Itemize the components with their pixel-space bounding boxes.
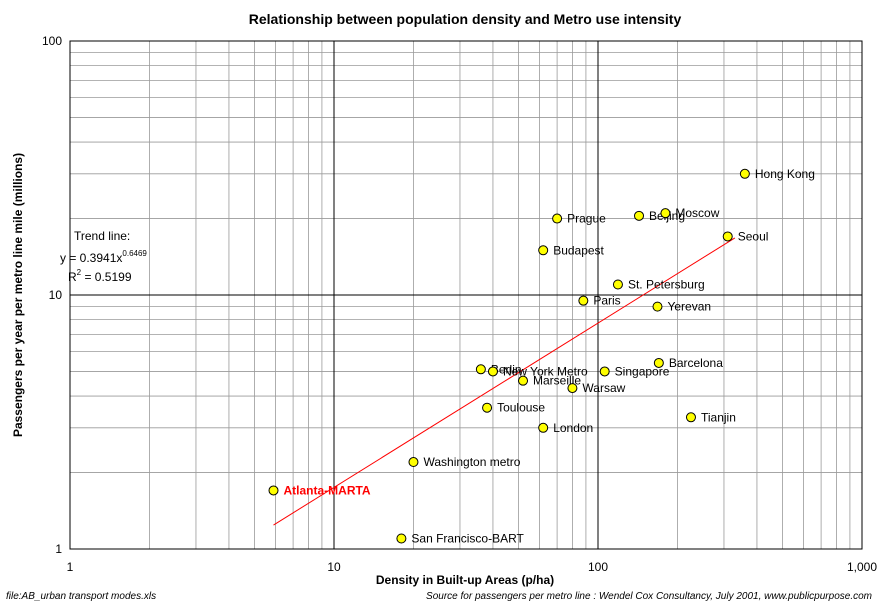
data-point [599, 366, 610, 377]
y-axis-label: Passengers per year per metro line mile … [11, 153, 25, 437]
data-point [722, 231, 733, 242]
data-point [612, 279, 623, 290]
y-tick-label: 10 [49, 288, 63, 302]
trendline-equation-exponent: 0.6469 [122, 249, 147, 258]
data-point-label: Washington metro [423, 455, 520, 469]
data-point-label: Budapest [553, 243, 604, 257]
data-point [567, 383, 578, 394]
chart-title: Relationship between population density … [249, 11, 682, 27]
data-point [552, 213, 563, 224]
data-point [408, 457, 419, 468]
data-point [518, 375, 529, 386]
data-point [739, 168, 750, 179]
data-point-label: London [553, 421, 593, 435]
data-point-label: St. Petersburg [628, 277, 705, 291]
x-tick-label: 1 [67, 560, 74, 574]
plot-area-border [69, 40, 863, 550]
data-point-label: San Francisco-BART [411, 531, 524, 545]
data-point-label: Hong Kong [755, 167, 815, 181]
data-point [396, 533, 407, 544]
data-points: Hong KongBeijingMoscowPragueSeoulBudapes… [268, 167, 815, 545]
data-point-label: Paris [593, 294, 620, 308]
trendline-equation-base: y = 0.3941x [60, 251, 122, 265]
data-point-label: Atlanta-MARTA [284, 483, 371, 497]
y-tick-label: 1 [55, 542, 62, 556]
data-point [660, 208, 671, 219]
data-point [538, 422, 549, 433]
trendline-r-squared: R2 = 0.5199 [68, 268, 132, 284]
trendline-label: Trend line: y = 0.3941x0.6469 R2 = 0.519… [60, 229, 147, 284]
data-point-label: Yerevan [667, 300, 711, 314]
data-point-label: Moscow [675, 206, 719, 220]
data-point [487, 366, 498, 377]
data-point-label: Tianjin [701, 410, 736, 424]
data-point-label: Toulouse [497, 401, 545, 415]
data-point-label: Barcelona [669, 356, 723, 370]
data-point-label: Warsaw [582, 381, 625, 395]
grid [69, 40, 863, 550]
tick-labels: 1 10 100 1,000 1 10 100 [42, 34, 877, 574]
data-point-label: New York Metro [503, 364, 588, 378]
data-point [578, 295, 589, 306]
data-point-label: Berlin [491, 362, 522, 376]
file-note: file:AB_urban transport modes.xls [6, 591, 156, 602]
data-point-label: Singapore [615, 364, 670, 378]
trendline-r-squared-symbol: R [68, 270, 77, 284]
trendline-r-squared-value: = 0.5199 [81, 270, 132, 284]
data-point-label: Prague [567, 212, 606, 226]
x-tick-label: 1,000 [847, 560, 877, 574]
data-point [685, 412, 696, 423]
data-point [268, 485, 279, 496]
data-point [653, 357, 664, 368]
y-tick-label: 100 [42, 34, 62, 48]
x-tick-label: 100 [588, 560, 608, 574]
trendline-label-title: Trend line: [74, 229, 130, 243]
trendline-path [273, 237, 736, 526]
trendline-r-squared-sup: 2 [77, 268, 82, 277]
trendline [273, 237, 736, 526]
data-point [634, 210, 645, 221]
data-point [538, 245, 549, 256]
data-point [475, 364, 486, 375]
x-tick-label: 10 [327, 560, 341, 574]
data-point-label: Marseille [533, 374, 581, 388]
data-point [652, 301, 663, 312]
trendline-equation: y = 0.3941x0.6469 [60, 249, 147, 265]
data-point [482, 402, 493, 413]
data-point-label: Seoul [738, 229, 769, 243]
source-note: Source for passengers per metro line : W… [426, 591, 872, 602]
x-axis-label: Density in Built-up Areas (p/ha) [376, 573, 554, 587]
